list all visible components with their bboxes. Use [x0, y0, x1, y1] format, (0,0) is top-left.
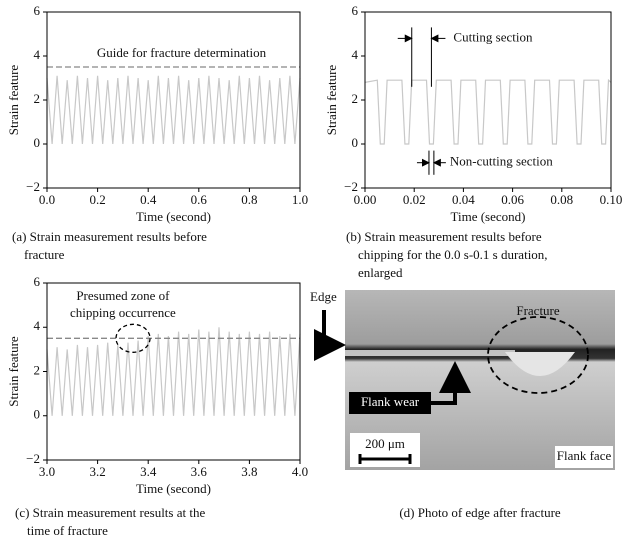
- x-tick-label: 0.02: [403, 192, 426, 207]
- x-tick-label: 0.8: [241, 192, 257, 207]
- scale-label: 200 μm: [365, 436, 405, 451]
- y-tick-label: 4: [34, 318, 41, 333]
- strain-line: [364, 78, 612, 145]
- x-tick-label: 0.10: [600, 192, 623, 207]
- y-tick-label: −2: [26, 451, 40, 466]
- fracture-area: [505, 352, 575, 376]
- caption: (c) Strain measurement results at the: [15, 505, 205, 520]
- flank-face-label: Flank face: [557, 448, 612, 463]
- y-tick-label: −2: [344, 179, 358, 194]
- strain-line: [46, 75, 301, 145]
- y-tick-label: −2: [26, 179, 40, 194]
- y-tick-label: 0: [34, 407, 41, 422]
- y-tick-label: 0: [352, 135, 359, 150]
- y-axis-label: Strain feature: [6, 336, 21, 407]
- flank-face-box: [555, 446, 613, 468]
- flank-wear-band: [345, 350, 515, 356]
- flank-wear-label: Flank wear: [361, 394, 420, 409]
- edge-arrow: [314, 310, 346, 361]
- plot-frame: [364, 11, 612, 189]
- plot-frame: [46, 282, 301, 461]
- x-tick-label: 0.6: [191, 192, 208, 207]
- x-tick-label: 0.08: [550, 192, 573, 207]
- caption: chipping for the 0.0 s-0.1 s duration,: [358, 247, 548, 262]
- x-tick-label: 0.00: [354, 192, 377, 207]
- x-axis-label: Time (second): [136, 209, 211, 224]
- x-tick-label: 3.6: [191, 464, 208, 479]
- x-tick-label: 3.8: [241, 464, 257, 479]
- caption: (a) Strain measurement results before: [12, 229, 207, 244]
- annotation: Cutting section: [453, 29, 533, 44]
- x-tick-label: 0.04: [452, 192, 475, 207]
- plot-frame: [46, 11, 301, 189]
- edge-label: Edge: [310, 289, 337, 304]
- flank-wear-arrow: [431, 361, 471, 405]
- flank-wear-box: [349, 392, 431, 414]
- x-tick-label: 0.0: [39, 192, 55, 207]
- x-tick-label: 0.06: [501, 192, 524, 207]
- x-axis-label: Time (second): [136, 481, 211, 496]
- y-tick-label: 0: [34, 135, 41, 150]
- x-tick-label: 3.2: [89, 464, 105, 479]
- y-tick-label: 4: [34, 47, 41, 62]
- y-axis-label: Strain feature: [6, 65, 21, 136]
- x-tick-label: 4.0: [292, 464, 308, 479]
- annotation: chipping occurrence: [70, 305, 176, 320]
- y-tick-label: 2: [352, 91, 359, 106]
- y-tick-label: 6: [34, 3, 41, 18]
- y-tick-label: 6: [34, 274, 41, 289]
- scale-bar: [358, 454, 412, 464]
- y-tick-label: 6: [352, 3, 359, 18]
- y-tick-label: 4: [352, 47, 359, 62]
- annotation: Guide for fracture determination: [97, 45, 267, 60]
- fracture-circle: [487, 316, 589, 394]
- caption: fracture: [24, 247, 65, 262]
- photo-caption: (d) Photo of edge after fracture: [399, 505, 561, 520]
- x-tick-label: 0.4: [140, 192, 157, 207]
- annotation: Presumed zone of: [76, 288, 170, 303]
- caption: (b) Strain measurement results before: [346, 229, 542, 244]
- x-tick-label: 1.0: [292, 192, 308, 207]
- x-tick-label: 3.4: [140, 464, 157, 479]
- zone-circle: [115, 323, 151, 353]
- y-tick-label: 2: [34, 362, 41, 377]
- x-axis-label: Time (second): [451, 209, 526, 224]
- fracture-label: Fracture: [516, 303, 560, 318]
- photo-panel: Fracture Edge Flank wear 200 μm Flank fa…: [310, 289, 615, 520]
- annotation: Non-cutting section: [450, 154, 553, 169]
- caption: time of fracture: [27, 523, 108, 538]
- x-tick-label: 3.0: [39, 464, 55, 479]
- scale-box: [350, 433, 420, 467]
- caption: enlarged: [358, 265, 403, 280]
- y-axis-label: Strain feature: [324, 65, 339, 136]
- strain-line: [46, 327, 301, 416]
- y-tick-label: 2: [34, 91, 41, 106]
- x-tick-label: 0.2: [89, 192, 105, 207]
